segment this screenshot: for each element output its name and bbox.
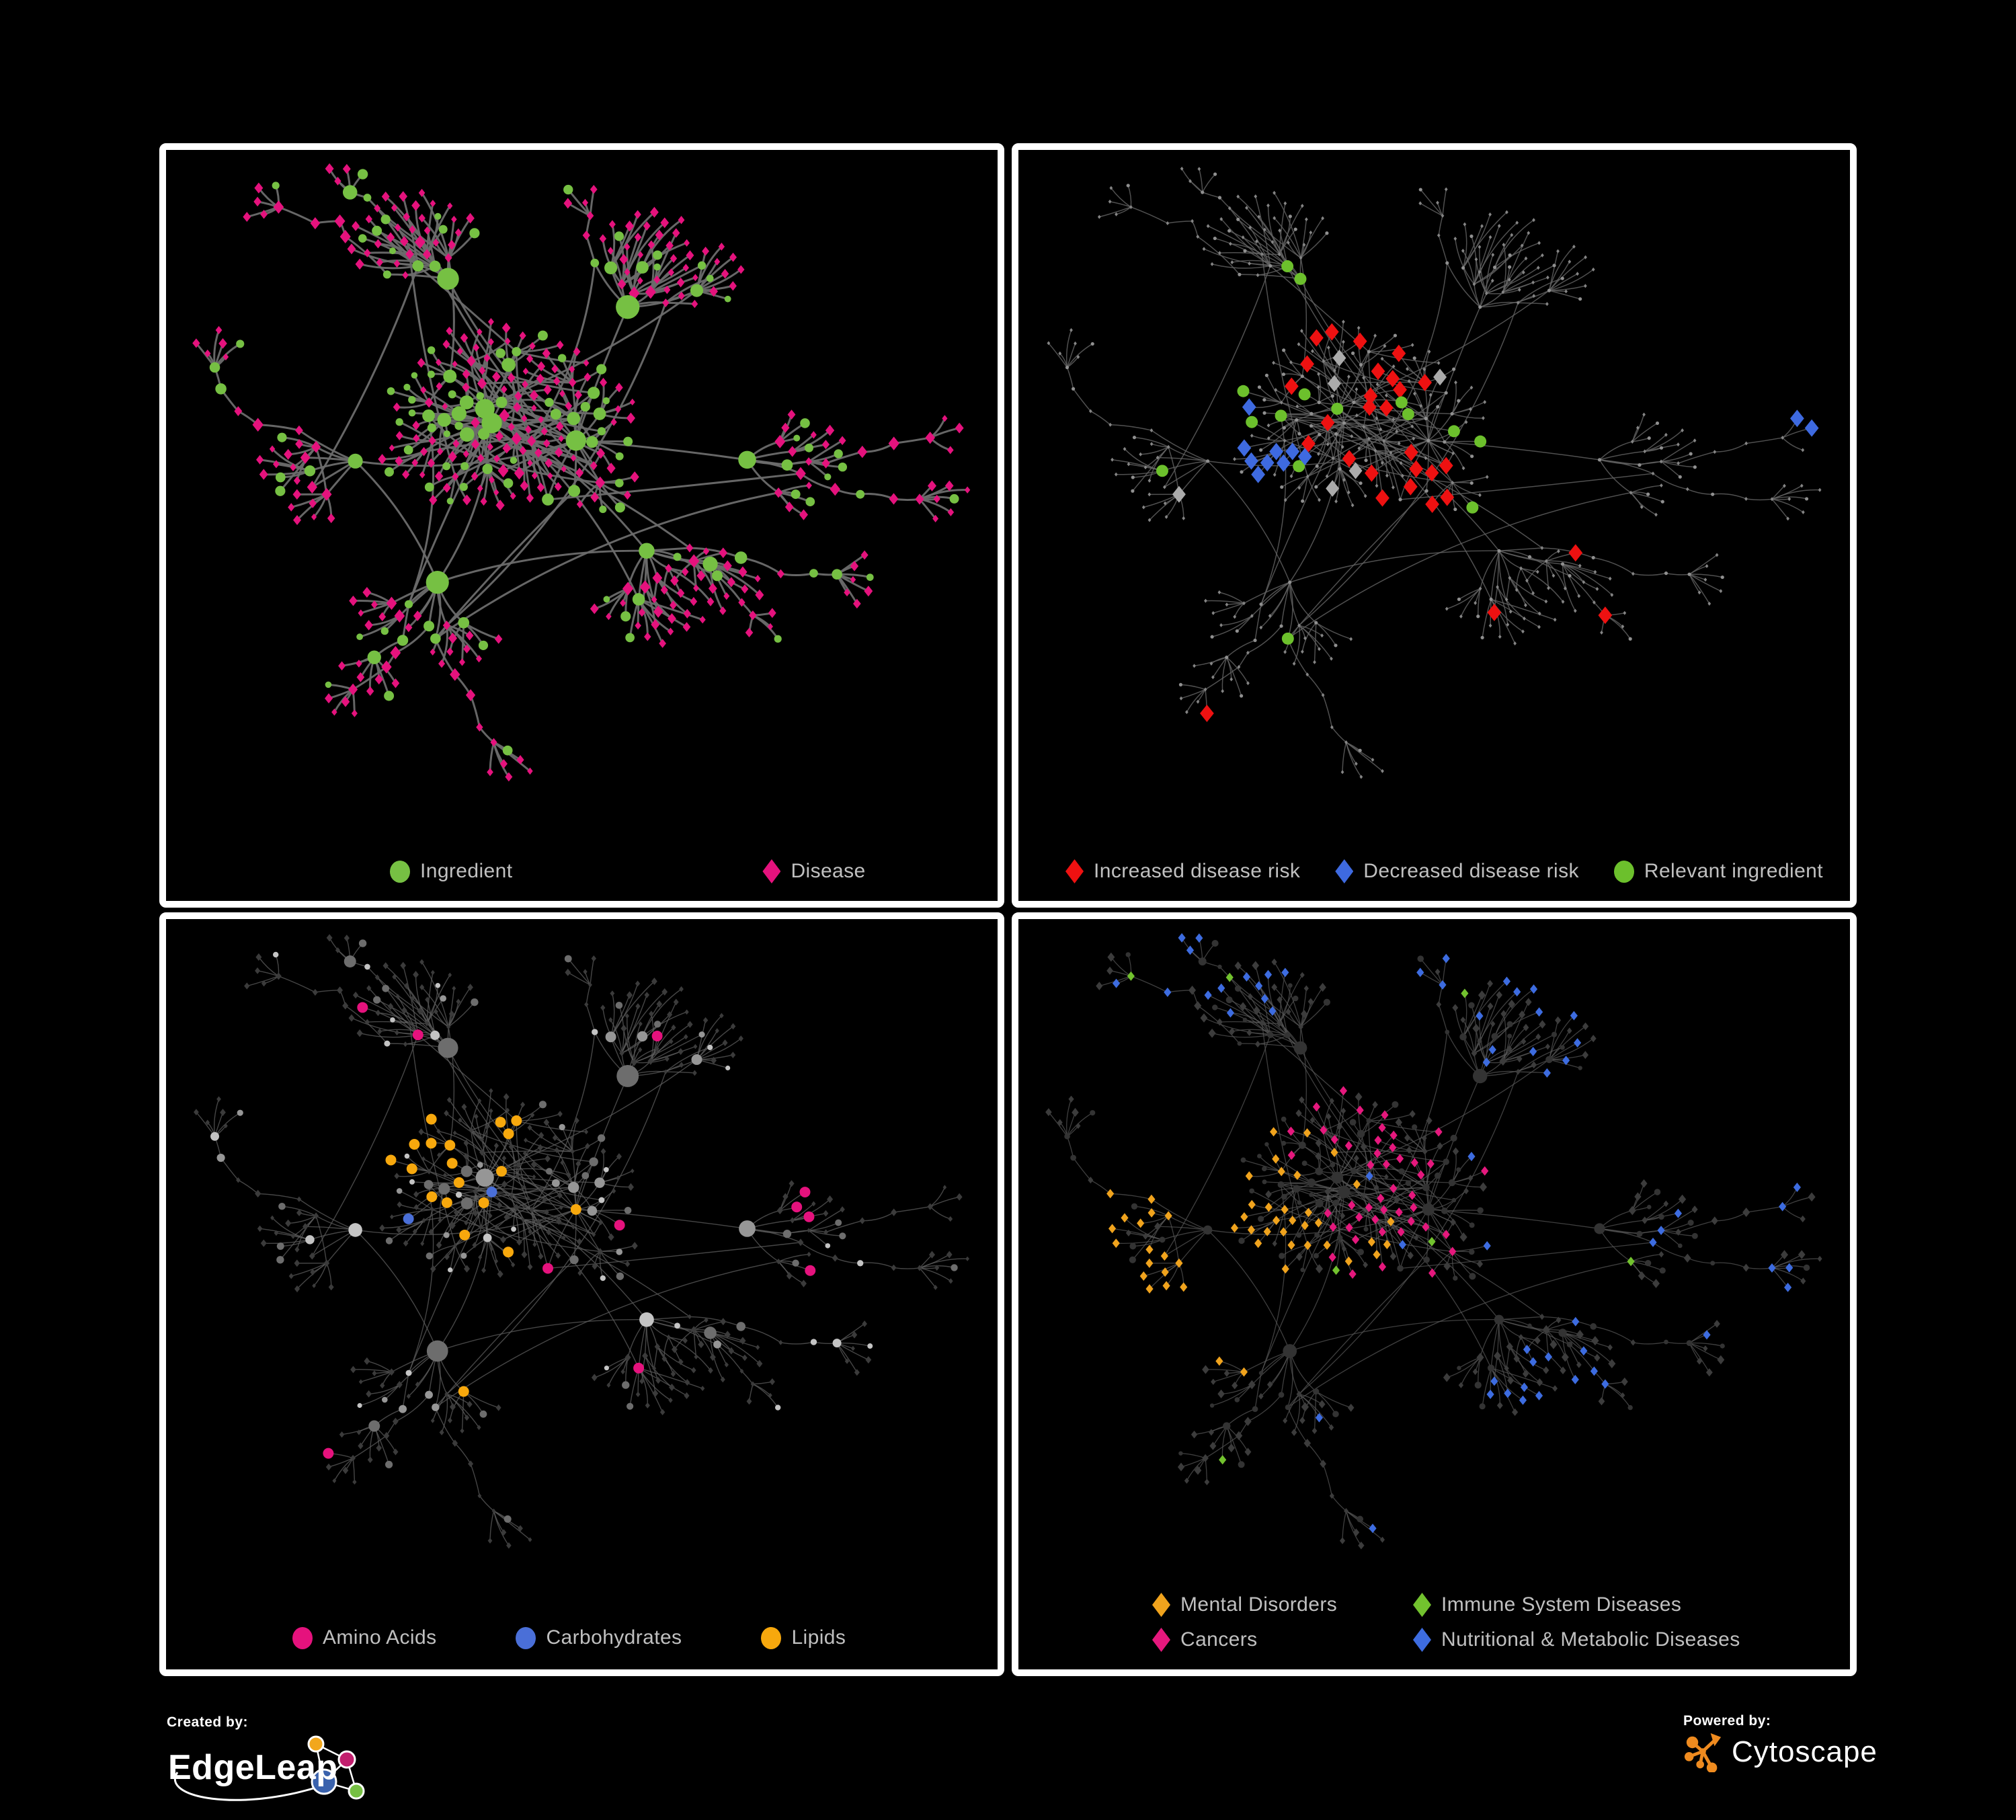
legend-item: Immune System Diseases bbox=[1413, 1593, 1740, 1617]
legend-label: Increased disease risk bbox=[1094, 860, 1301, 882]
created-by-block: Created by: EdgeLeap bbox=[167, 1714, 389, 1816]
network-graph-ingredient-disease bbox=[192, 163, 971, 782]
legend-label: Cancers bbox=[1180, 1628, 1258, 1651]
legend-label: Relevant ingredient bbox=[1644, 860, 1823, 882]
legend-label: Disease bbox=[791, 860, 866, 882]
legend-item: Increased disease risk bbox=[1065, 859, 1300, 883]
legend-item: Cancers bbox=[1152, 1628, 1413, 1652]
powered-by-label: Powered by: bbox=[1683, 1713, 1771, 1729]
legend-ingredient-disease: Ingredient Disease bbox=[390, 859, 866, 883]
powered-by-block: Powered by: Cytoscape bbox=[1683, 1713, 1878, 1772]
legend-chemical-classes: Amino Acids Carbohydrates Lipids bbox=[292, 1626, 846, 1649]
legend-label: Mental Disorders bbox=[1180, 1593, 1338, 1616]
legend-item: Disease bbox=[762, 859, 865, 883]
legend-disease-risk: Increased disease risk Decreased disease… bbox=[1065, 859, 1823, 883]
edgeleap-green-node-icon bbox=[348, 1782, 365, 1800]
legend-label: Nutritional & Metabolic Diseases bbox=[1441, 1628, 1740, 1651]
legend-label: Immune System Diseases bbox=[1441, 1593, 1682, 1616]
legend-label: Carbohydrates bbox=[546, 1626, 682, 1649]
legend-label: Decreased disease risk bbox=[1363, 860, 1579, 882]
disease-diamond-icon bbox=[762, 859, 781, 883]
legend-label: Ingredient bbox=[420, 860, 513, 882]
ingredient-circle-icon bbox=[390, 860, 410, 883]
legend-label: Lipids bbox=[791, 1626, 846, 1649]
legend-item: Decreased disease risk bbox=[1335, 859, 1579, 883]
legend-label: Amino Acids bbox=[323, 1626, 437, 1649]
network-graph-chemical-classes bbox=[194, 934, 970, 1549]
immune-diseases-diamond-icon bbox=[1413, 1593, 1431, 1617]
edgeleap-orange-node-icon bbox=[307, 1735, 325, 1753]
network-graph-disease-classes bbox=[1045, 933, 1822, 1550]
panel-chemical-classes: Amino Acids Carbohydrates Lipids bbox=[159, 912, 1004, 1676]
cancers-diamond-icon bbox=[1152, 1628, 1170, 1652]
legend-item: Ingredient bbox=[390, 860, 512, 883]
relevant-ingredient-circle-icon bbox=[1613, 860, 1634, 883]
edgeleap-logo-icon: EdgeLeap bbox=[168, 1735, 365, 1801]
mental-disorders-diamond-icon bbox=[1152, 1593, 1170, 1617]
cytoscape-brand-row: Cytoscape bbox=[1683, 1732, 1878, 1772]
carbohydrates-circle-icon bbox=[516, 1626, 536, 1649]
panel-ingredient-disease: Ingredient Disease bbox=[159, 143, 1004, 908]
panel-disease-risk: Increased disease risk Decreased disease… bbox=[1012, 143, 1857, 908]
legend-item: Carbohydrates bbox=[516, 1626, 682, 1649]
lipids-circle-icon bbox=[761, 1626, 782, 1649]
decreased-risk-diamond-icon bbox=[1335, 859, 1354, 883]
increased-risk-diamond-icon bbox=[1065, 859, 1084, 883]
legend-item: Lipids bbox=[761, 1626, 846, 1649]
nutritional-metabolic-diamond-icon bbox=[1413, 1628, 1431, 1652]
legend-item: Mental Disorders bbox=[1152, 1593, 1413, 1617]
legend-item: Amino Acids bbox=[292, 1626, 436, 1649]
created-by-label: Created by: bbox=[167, 1714, 249, 1730]
amino-acids-circle-icon bbox=[292, 1626, 313, 1649]
edgeleap-magenta-node-icon bbox=[337, 1750, 356, 1769]
cytoscape-logo-icon bbox=[1684, 1733, 1722, 1772]
cytoscape-brand-text: Cytoscape bbox=[1732, 1735, 1878, 1768]
legend-item: Relevant ingredient bbox=[1613, 860, 1823, 883]
legend-disease-classes: Mental Disorders Immune System Diseases … bbox=[1152, 1593, 1740, 1652]
edgeleap-brand-text: EdgeLeap bbox=[168, 1748, 338, 1787]
network-graph-disease-risk bbox=[1047, 166, 1822, 779]
panel-disease-classes: Mental Disorders Immune System Diseases … bbox=[1012, 912, 1857, 1676]
legend-item: Nutritional & Metabolic Diseases bbox=[1413, 1628, 1740, 1652]
edgeleap-blue-node-icon bbox=[311, 1768, 337, 1795]
